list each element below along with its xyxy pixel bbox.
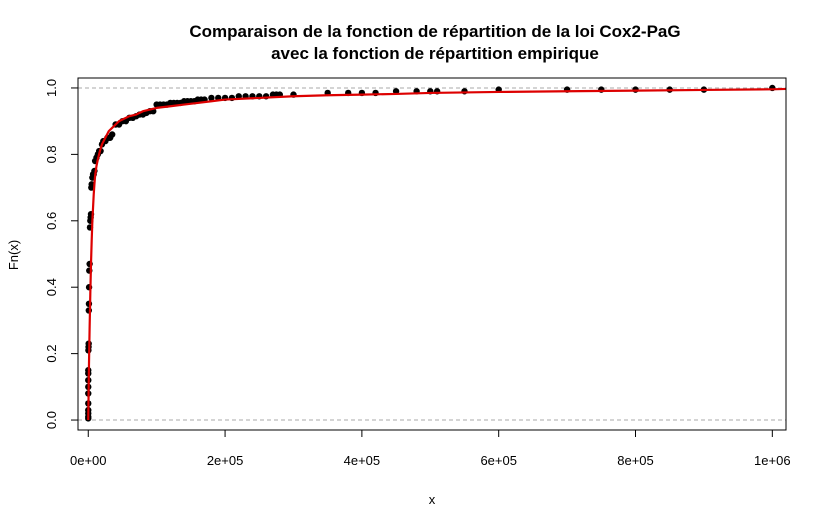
y-axis: 0.0 0.2 0.4 0.6 0.8 1.0 — [44, 79, 79, 429]
y-tick-label: 1.0 — [44, 79, 59, 97]
x-tick-label: 8e+05 — [617, 453, 654, 468]
y-axis-label: Fn(x) — [6, 240, 21, 270]
reference-lines — [78, 87, 786, 421]
plot-box — [77, 77, 787, 431]
y-tick-label: 0.8 — [44, 145, 59, 163]
x-tick-label: 4e+05 — [344, 453, 381, 468]
chart-title-line-1: Comparaison de la fonction de répartitio… — [189, 22, 680, 41]
x-tick-label: 0e+00 — [70, 453, 107, 468]
y-tick-label: 0.0 — [44, 411, 59, 429]
cdf-line — [87, 87, 787, 421]
x-axis: 0e+00 2e+05 4e+05 6e+05 8e+05 1e+06 — [70, 429, 791, 468]
y-tick-label: 0.2 — [44, 345, 59, 363]
x-axis-label: x — [429, 492, 436, 507]
x-tick-label: 1e+06 — [754, 453, 791, 468]
theoretical-curve — [87, 87, 787, 421]
x-tick-label: 2e+05 — [207, 453, 244, 468]
chart-title-line-2: avec la fonction de répartition empiriqu… — [271, 44, 599, 63]
y-tick-label: 0.4 — [44, 278, 59, 296]
data-point — [109, 131, 116, 138]
data-point — [208, 94, 215, 102]
x-tick-label: 6e+05 — [480, 453, 517, 468]
y-tick-label: 0.6 — [44, 212, 59, 230]
empirical-points — [85, 84, 776, 422]
